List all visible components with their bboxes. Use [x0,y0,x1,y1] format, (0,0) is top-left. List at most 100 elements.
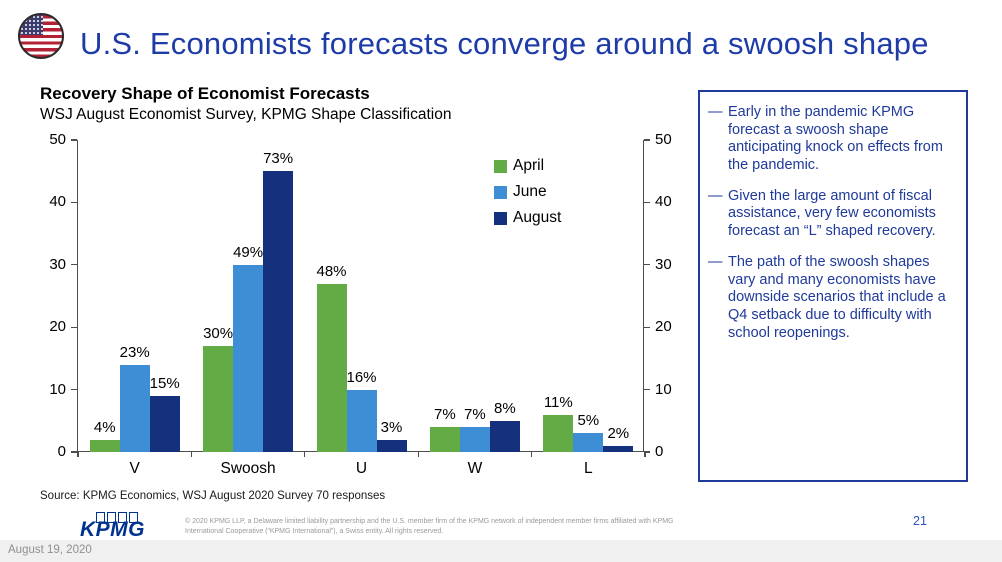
y-axis-label-left: 50 [49,131,66,148]
x-axis-tick [417,452,419,457]
y-axis-tick [71,451,77,453]
copyright-text: © 2020 KPMG LLP, a Delaware limited liab… [185,518,674,536]
x-category-label: U [355,460,368,477]
chart-title: Recovery Shape of Economist Forecasts [40,84,370,103]
legend-label: August [513,209,562,226]
kpmg-logo-squares-icon [96,512,170,523]
bar-value-label: 3% [380,418,403,436]
y-axis-tick [644,388,650,391]
bar-april-w [429,427,460,452]
bar-august-l [603,445,634,452]
bullet-item: — Early in the pandemic KPMG forecast a … [708,104,956,175]
bar-value-label: 2% [607,424,630,442]
commentary-panel: — Early in the pandemic KPMG forecast a … [698,90,968,482]
slide-date: August 19, 2020 [8,544,92,556]
y-axis-tick [644,201,650,204]
bar-june-l [573,433,604,452]
kpmg-logo-text: KPMG [80,518,145,541]
legend-swatch-icon [494,211,507,225]
kpmg-logo: KPMG [80,512,170,542]
x-category-label: W [467,460,483,477]
bar-value-label: 5% [577,412,600,430]
bar-june-v [119,364,150,452]
footer-strip: August 19, 2020 [0,540,1002,562]
y-axis-label-left: 20 [49,318,66,336]
page-number: 21 [913,514,927,528]
bar-june-u [346,389,377,452]
x-axis-tick [304,452,306,457]
y-axis-label-left: 0 [57,443,66,460]
x-category-label: Swoosh [220,460,276,477]
bullet-dash-icon: — [708,187,723,204]
y-axis-label-right: 0 [655,443,664,460]
legend-item-august: August [494,209,561,227]
bullet-text: Early in the pandemic KPMG forecast a sw… [728,104,943,174]
y-axis-label-left: 30 [49,255,66,273]
y-axis-label-right: 40 [655,193,672,211]
x-category-label: V [129,460,140,477]
bar-april-swoosh [203,345,234,452]
legend-swatch-icon [494,159,507,173]
y-axis-tick [71,326,77,328]
y-axis-tick [644,326,650,328]
x-category-label: L [583,460,593,477]
y-axis-tick [644,264,650,266]
y-axis-tick [71,388,77,391]
chart-subtitle: WSJ August Economist Survey, KPMG Shape … [40,106,452,123]
bullet-dash-icon: — [708,104,723,120]
legend-swatch-icon [494,185,507,199]
x-axis-tick [190,452,193,457]
bar-april-l [543,414,574,452]
bar-august-u [376,439,407,452]
bar-june-w [459,427,490,452]
bullet-item: — Given the large amount of fiscal assis… [708,188,956,241]
chart-legend: April June August [494,157,561,235]
bar-value-label: 73% [263,150,294,168]
bar-value-label: 16% [346,368,377,386]
us-flag-icon [18,13,64,59]
bar-value-label: 4% [93,418,116,436]
legend-item-june: June [494,183,561,201]
bar-value-label: 11% [543,393,573,411]
bar-value-label: 23% [119,343,150,361]
x-axis-tick [530,452,533,457]
bullet-dash-icon: — [708,253,723,270]
x-axis-tick [77,452,79,457]
bar-value-label: 15% [149,374,180,392]
bar-value-label: 7% [434,406,456,424]
y-axis-tick [71,139,77,141]
y-axis-label-right: 50 [655,131,672,148]
y-axis-tick [71,264,77,266]
y-axis-tick [644,451,650,453]
x-axis-tick [644,452,646,457]
bullet-text: The path of the swoosh shapes vary and m… [728,253,946,341]
legend-item-april: April [494,157,561,175]
y-axis-label-left: 10 [49,380,66,398]
bar-august-v [149,395,180,452]
bar-value-label: 8% [494,399,516,417]
legend-label: April [513,157,545,174]
y-axis-label-right: 10 [655,380,672,398]
bar-value-label: 30% [203,324,234,342]
bar-april-v [89,439,120,452]
y-axis-label-right: 20 [655,318,672,336]
bar-june-swoosh [233,264,264,452]
bar-value-label: 49% [233,243,264,261]
bar-value-label: 7% [464,406,486,424]
legend-label: June [513,183,547,200]
y-axis-tick [71,201,77,204]
y-axis-tick [644,139,650,141]
bullet-item: — The path of the swoosh shapes vary and… [708,254,956,342]
y-axis-label-left: 40 [49,193,66,211]
y-axis-label-right: 30 [655,255,672,273]
bar-value-label: 48% [316,262,347,280]
bar-april-u [316,283,347,452]
plot-area: 0 0 10 10 20 20 30 30 40 40 50 50 V Swoosh U W L 4% 30% 48%… [49,131,671,477]
source-note: Source: KPMG Economics, WSJ August 2020 … [40,490,386,502]
bar-august-w [489,420,520,452]
bullet-text: Given the large amount of fiscal assista… [728,187,936,240]
us-flag-canton [20,15,43,35]
page-title: U.S. Economists forecasts converge aroun… [80,26,929,61]
bar-august-swoosh [263,171,294,452]
